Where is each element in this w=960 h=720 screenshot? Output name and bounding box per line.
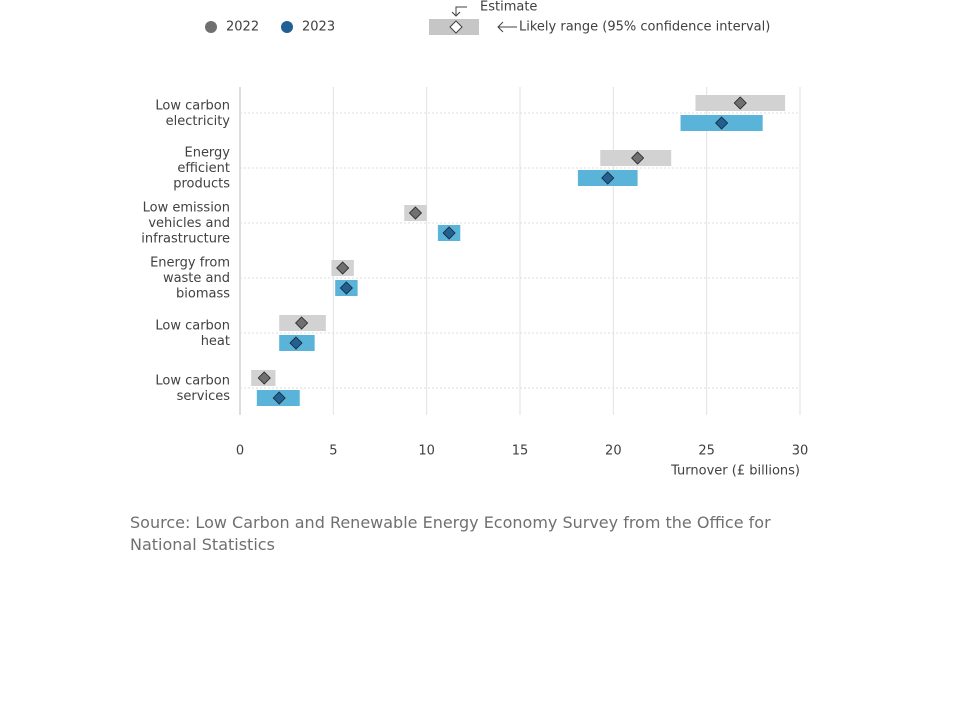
- x-tick-label: 15: [512, 444, 529, 459]
- legend-label: 2022: [226, 20, 259, 35]
- y-tick-label: Low emission vehicles and infrastructure: [141, 200, 230, 246]
- estimate-marker: [272, 391, 286, 405]
- estimate-marker: [257, 371, 271, 385]
- x-tick-label: 20: [605, 444, 622, 459]
- estimate-marker: [733, 96, 747, 110]
- legend-range-label: Likely range (95% confidence interval): [519, 20, 770, 35]
- estimate-marker: [601, 171, 615, 185]
- legend-label: 2023: [302, 20, 335, 35]
- estimate-marker: [339, 281, 353, 295]
- source-note: Source: Low Carbon and Renewable Energy …: [130, 513, 771, 554]
- estimate-marker: [408, 206, 423, 220]
- estimate-marker: [336, 261, 350, 275]
- x-tick-label: 0: [236, 444, 244, 459]
- legend-range-arrow: [497, 21, 517, 33]
- estimate-marker: [715, 116, 729, 130]
- legend-swatch: [205, 21, 217, 33]
- y-tick-label: Low carbon services: [155, 373, 230, 404]
- legend-estimate-arrow: [451, 6, 467, 17]
- x-axis-title: Turnover (£ billions): [670, 464, 800, 479]
- legend-swatch: [281, 21, 293, 33]
- x-tick-label: 25: [698, 444, 715, 459]
- x-tick-label: 10: [418, 444, 435, 459]
- estimate-marker: [442, 226, 456, 240]
- legend-estimate-key: [449, 20, 463, 34]
- y-tick-label: Energy efficient products: [173, 145, 230, 191]
- y-tick-label: Low carbon heat: [155, 318, 230, 349]
- estimate-marker: [289, 336, 303, 350]
- estimate-marker: [631, 151, 645, 165]
- x-tick-label: 5: [329, 444, 337, 459]
- estimate-marker: [295, 316, 309, 330]
- y-tick-label: Low carbon electricity: [155, 98, 230, 129]
- legend-estimate-label: Estimate: [480, 0, 537, 15]
- x-tick-label: 30: [792, 444, 809, 459]
- y-tick-label: Energy from waste and biomass: [150, 255, 230, 301]
